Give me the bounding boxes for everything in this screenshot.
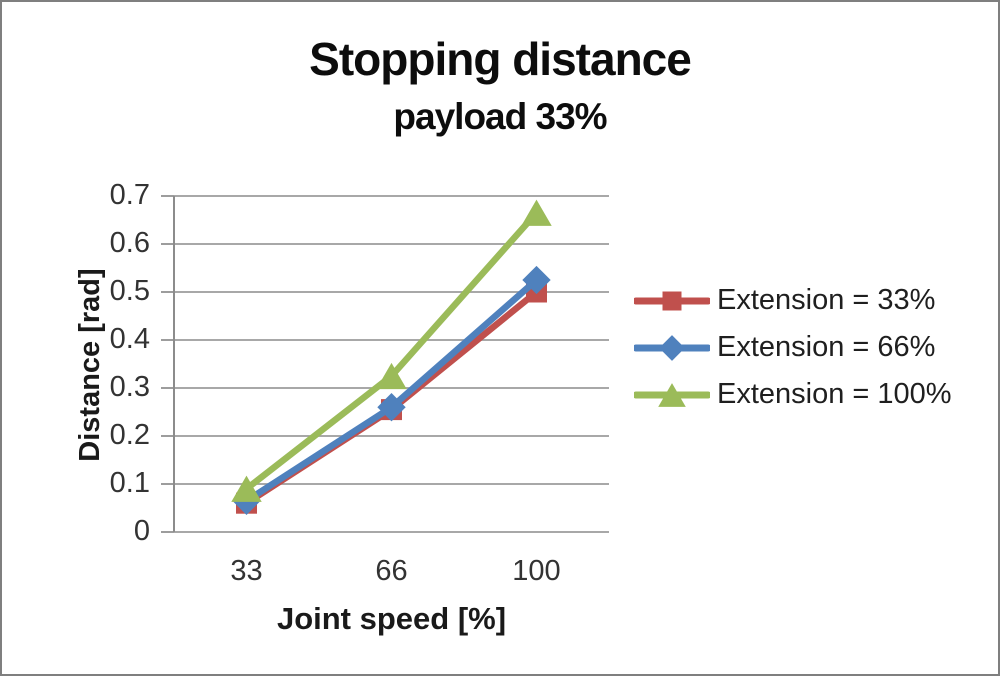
y-tick-label: 0.5 — [109, 275, 150, 307]
legend-label: Extension = 100% — [717, 378, 952, 410]
series-line — [243, 276, 540, 505]
x-axis-title: Joint speed [%] — [276, 601, 507, 636]
y-tick-label: 0.1 — [109, 467, 150, 499]
y-tick-label: 0.3 — [109, 371, 150, 403]
triangle-marker-icon — [658, 382, 686, 407]
triangle-marker-icon — [521, 199, 552, 226]
legend-square-marker-icon — [632, 286, 712, 316]
y-tick-label: 0.6 — [109, 227, 150, 259]
y-tick-label: 0.4 — [109, 323, 150, 355]
square-marker-icon — [662, 291, 682, 310]
legend: Extension = 33% Extension = 66% Extensio… — [632, 277, 952, 418]
legend-item: Extension = 100% — [632, 371, 952, 418]
chart-title: Stopping distance — [309, 33, 692, 85]
triangle-marker-icon — [231, 475, 262, 502]
legend-label: Extension = 33% — [717, 284, 936, 316]
legend-item: Extension = 66% — [632, 324, 952, 371]
series-line — [243, 209, 540, 493]
diamond-marker-icon — [522, 265, 551, 295]
diamond-marker-icon — [659, 334, 685, 361]
y-tick-label: 0.2 — [109, 419, 150, 451]
y-tick-label: 0.7 — [109, 179, 150, 211]
y-tick-label: 0 — [133, 515, 150, 547]
legend-triangle-marker-icon — [632, 380, 712, 410]
x-tick-label: 33 — [230, 555, 263, 587]
triangle-marker-icon — [376, 362, 407, 390]
x-tick-label: 100 — [512, 555, 561, 587]
diamond-marker-icon — [377, 393, 406, 422]
legend-diamond-marker-icon — [632, 333, 712, 363]
legend-item: Extension = 33% — [632, 277, 952, 324]
chart-subtitle: payload 33% — [393, 96, 607, 137]
y-axis-title: Distance [rad] — [74, 268, 106, 462]
legend-label: Extension = 66% — [717, 331, 936, 363]
x-tick-label: 66 — [375, 555, 408, 587]
